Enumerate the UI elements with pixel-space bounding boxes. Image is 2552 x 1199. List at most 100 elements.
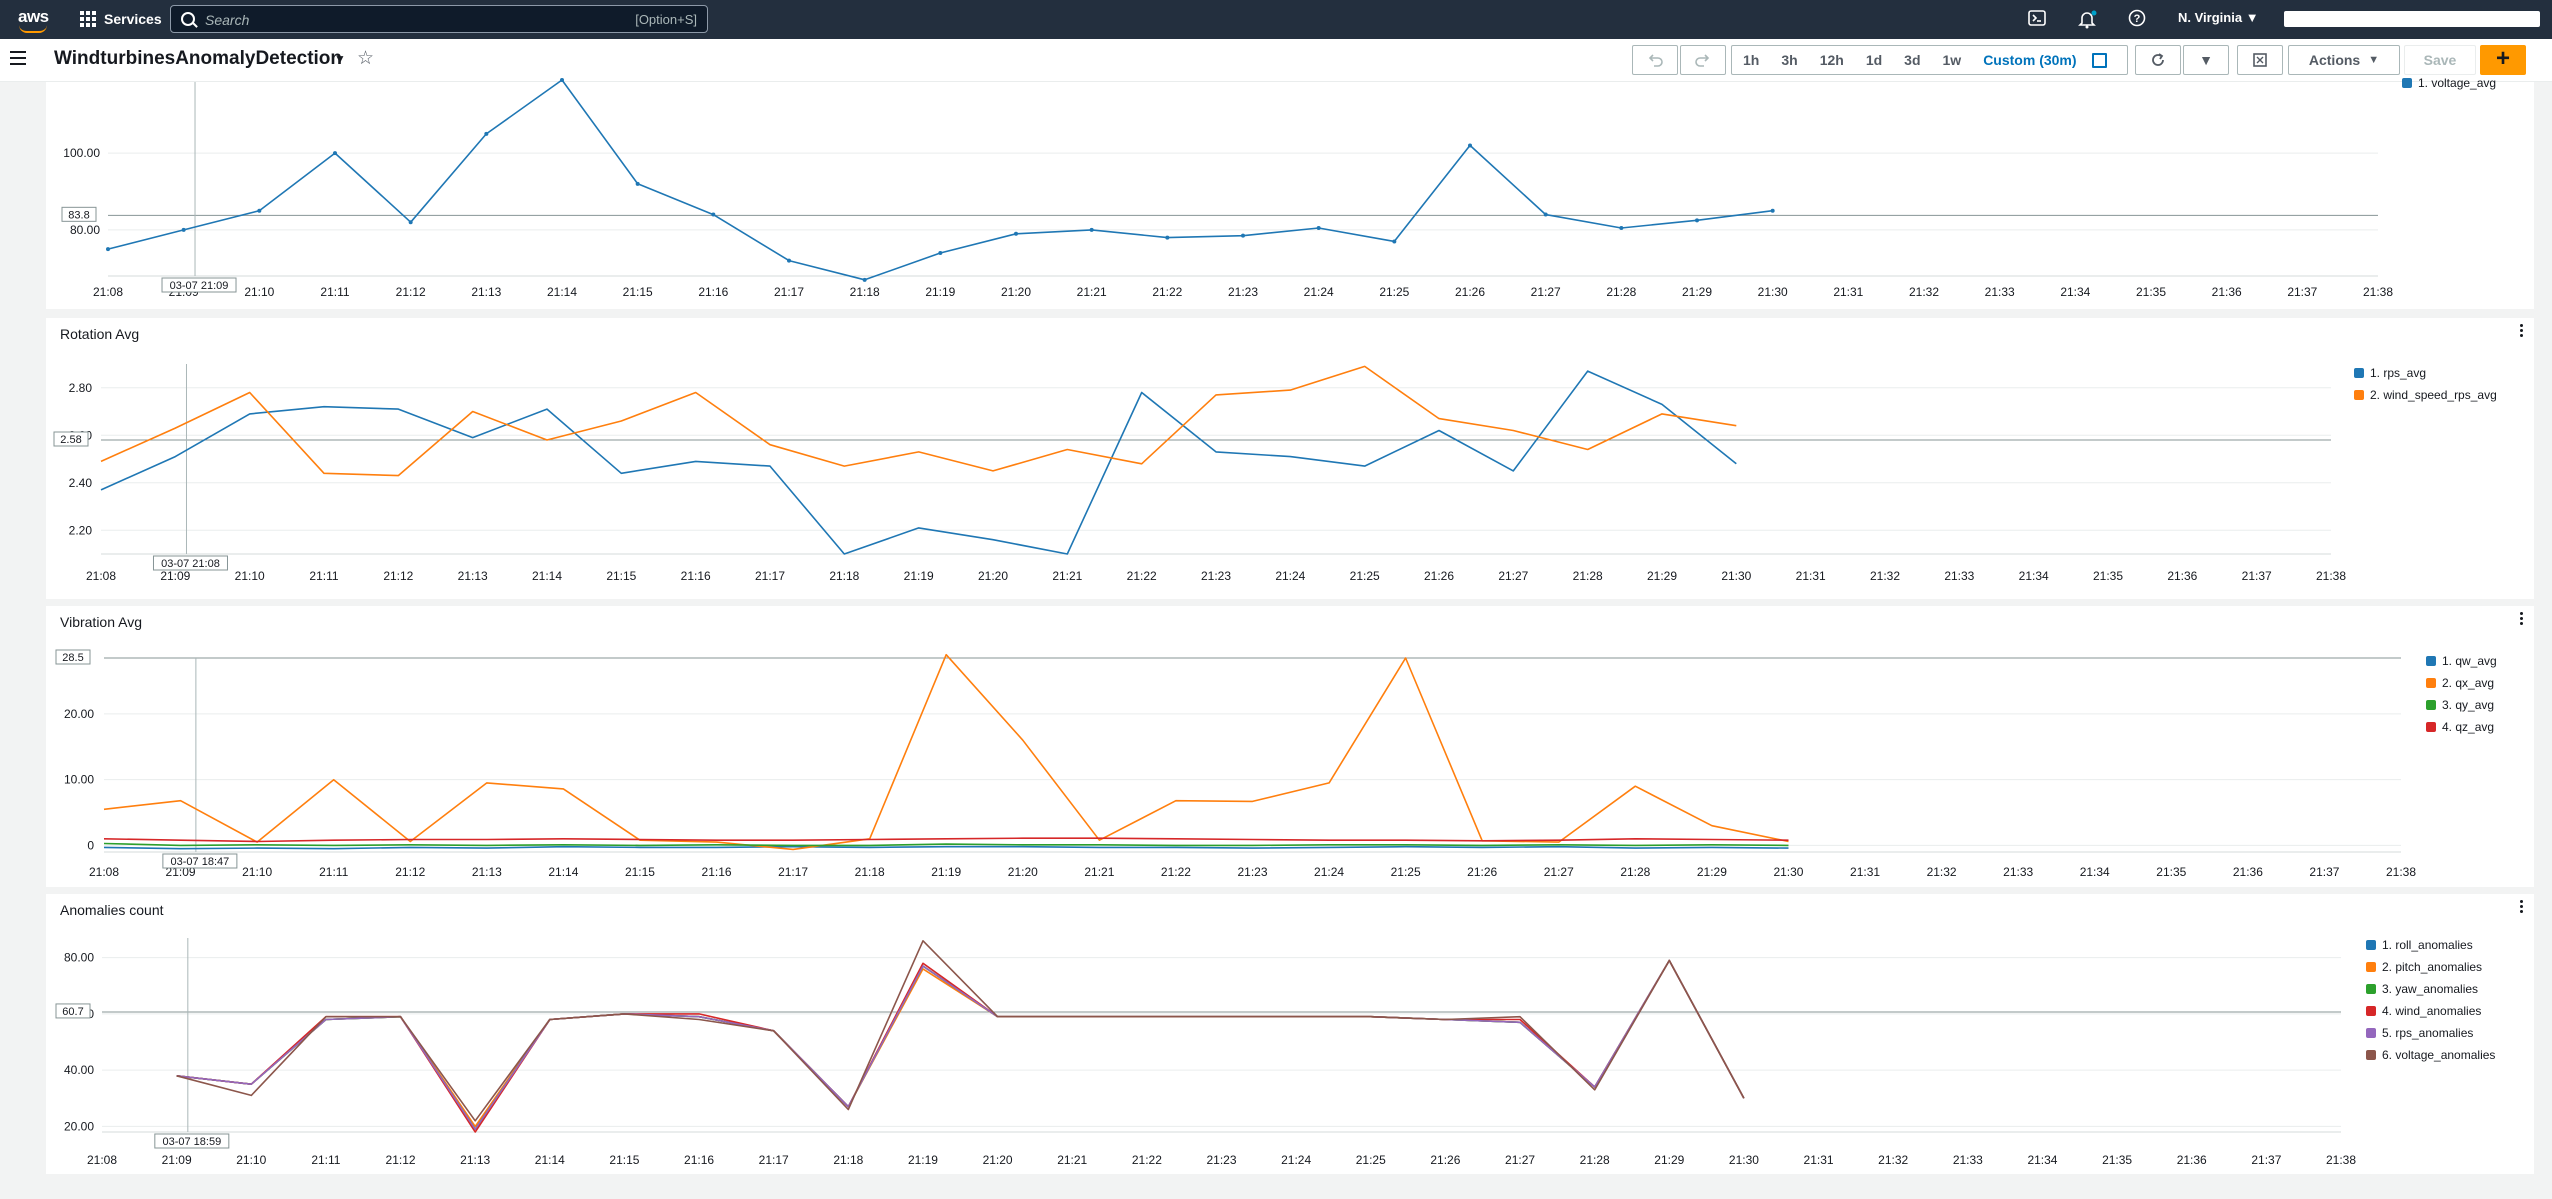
legend-label: 1. qw_avg: [2442, 654, 2497, 668]
time-range-1w[interactable]: 1w: [1942, 52, 1962, 68]
fullscreen-button[interactable]: [2237, 45, 2283, 75]
menu-icon[interactable]: [10, 51, 26, 65]
x-tick-label: 21:38: [2363, 285, 2393, 299]
x-tick-label: 21:25: [1350, 569, 1380, 583]
data-point: [181, 227, 186, 232]
x-tick-label: 21:36: [2177, 1153, 2207, 1167]
time-range-custom[interactable]: Custom (30m): [1983, 52, 2077, 68]
data-point: [1316, 226, 1321, 230]
x-tick-label: 21:35: [2156, 865, 2186, 879]
x-tick-label: 21:34: [2060, 285, 2090, 299]
legend-item[interactable]: 3. qy_avg: [2426, 694, 2497, 716]
legend-swatch: [2354, 390, 2364, 400]
x-tick-label: 21:32: [1870, 569, 1900, 583]
series-line: [176, 959, 1745, 1133]
x-tick-label: 21:19: [908, 1153, 938, 1167]
x-tick-label: 21:27: [1544, 865, 1574, 879]
undo-icon: [1648, 54, 1663, 67]
series-line: [103, 653, 1789, 851]
x-tick-label: 21:15: [606, 569, 636, 583]
x-tick-label: 21:37: [2309, 865, 2339, 879]
x-tick-label: 21:08: [93, 285, 123, 299]
x-tick-label: 21:08: [86, 569, 116, 583]
legend-item[interactable]: 5. rps_anomalies: [2366, 1022, 2495, 1044]
y-tick-label: 80.00: [64, 951, 94, 965]
legend-label: 2. qx_avg: [2442, 676, 2495, 690]
search-input[interactable]: [203, 10, 607, 30]
data-point: [1014, 231, 1018, 236]
search-box[interactable]: [Option+S]: [170, 5, 708, 33]
series-line: [176, 959, 1745, 1130]
x-tick-label: 21:32: [1909, 285, 1939, 299]
legend-item[interactable]: 1. roll_anomalies: [2366, 934, 2495, 956]
account-menu[interactable]: [2284, 11, 2540, 27]
region-selector[interactable]: N. Virginia ▼: [2178, 10, 2259, 25]
panel-title: Anomalies count: [60, 902, 164, 918]
data-point: [560, 78, 564, 82]
x-tick-label: 21:18: [850, 285, 880, 299]
redo-button[interactable]: [1680, 45, 1726, 75]
legend-item[interactable]: 4. qz_avg: [2426, 716, 2497, 738]
aws-logo[interactable]: aws: [17, 6, 51, 33]
top-navigation: aws Services [Option+S] ? N. Virginia ▼: [0, 0, 2552, 39]
help-icon[interactable]: ?: [2127, 9, 2147, 29]
save-button[interactable]: Save: [2404, 45, 2476, 75]
favorite-star-icon[interactable]: ☆: [357, 48, 375, 69]
data-point: [1619, 226, 1624, 230]
legend-item[interactable]: 1. voltage_avg: [2402, 72, 2496, 94]
x-tick-label: 21:23: [1237, 865, 1267, 879]
anomalies-legend: 1. roll_anomalies 2. pitch_anomalies 3. …: [2366, 934, 2495, 1066]
time-range-3d[interactable]: 3d: [1904, 52, 1921, 68]
refresh-button[interactable]: [2135, 45, 2181, 75]
x-tick-label: 21:18: [829, 569, 859, 583]
legend-item[interactable]: 1. qw_avg: [2426, 650, 2497, 672]
data-point: [938, 250, 943, 255]
legend-item[interactable]: 2. qx_avg: [2426, 672, 2497, 694]
legend-item[interactable]: 4. wind_anomalies: [2366, 1000, 2495, 1022]
x-tick-label: 21:17: [755, 569, 785, 583]
actions-button[interactable]: Actions ▼: [2288, 45, 2400, 75]
x-tick-label: 21:38: [2386, 865, 2416, 879]
panel-menu-icon[interactable]: [2520, 612, 2524, 627]
legend-swatch: [2426, 700, 2436, 710]
cloudshell-icon[interactable]: [2027, 9, 2047, 29]
legend-item[interactable]: 6. voltage_anomalies: [2366, 1044, 2495, 1066]
time-range-3h[interactable]: 3h: [1781, 52, 1798, 68]
x-tick-label: 21:23: [1206, 1153, 1236, 1167]
x-tick-label: 21:21: [1084, 865, 1114, 879]
services-menu-button[interactable]: Services: [80, 8, 162, 30]
x-tick-label: 21:19: [925, 285, 955, 299]
undo-button[interactable]: [1632, 45, 1678, 75]
legend-item[interactable]: 3. yaw_anomalies: [2366, 978, 2495, 1000]
x-tick-label: 21:22: [1132, 1153, 1162, 1167]
x-tick-label: 21:35: [2102, 1153, 2132, 1167]
reference-label: 60.7: [62, 1006, 83, 1018]
legend-item[interactable]: 2. wind_speed_rps_avg: [2354, 384, 2497, 406]
panel-menu-icon[interactable]: [2520, 900, 2524, 915]
x-tick-label: 21:10: [244, 285, 274, 299]
refresh-options-button[interactable]: ▼: [2183, 45, 2229, 75]
dashboard-dropdown-chevron-icon[interactable]: ▼: [334, 52, 346, 66]
reference-label: 2.58: [60, 434, 81, 446]
legend-item[interactable]: 1. rps_avg: [2354, 362, 2497, 384]
time-range-12h[interactable]: 12h: [1819, 52, 1844, 68]
legend-item[interactable]: 2. pitch_anomalies: [2366, 956, 2495, 978]
aws-smile-icon: [19, 25, 47, 33]
calendar-icon[interactable]: [2091, 52, 2107, 68]
x-tick-label: 21:15: [623, 285, 653, 299]
x-tick-label: 21:33: [2003, 865, 2033, 879]
x-tick-label: 21:13: [471, 285, 501, 299]
add-widget-button[interactable]: +: [2480, 45, 2526, 75]
legend-label: 3. qy_avg: [2442, 698, 2495, 712]
region-label: N. Virginia: [2178, 10, 2243, 25]
time-range-1d[interactable]: 1d: [1865, 52, 1883, 68]
panel-menu-icon[interactable]: [2520, 324, 2524, 339]
x-tick-label: 21:32: [1878, 1153, 1908, 1167]
time-range-1h[interactable]: 1h: [1743, 52, 1760, 68]
legend-swatch: [2426, 722, 2436, 732]
bell-icon[interactable]: [2077, 9, 2097, 29]
legend-label: 2. pitch_anomalies: [2382, 960, 2483, 974]
x-tick-label: 21:30: [1729, 1153, 1759, 1167]
chevron-down-icon: ▼: [2245, 10, 2259, 25]
series-line: [176, 939, 1745, 1122]
